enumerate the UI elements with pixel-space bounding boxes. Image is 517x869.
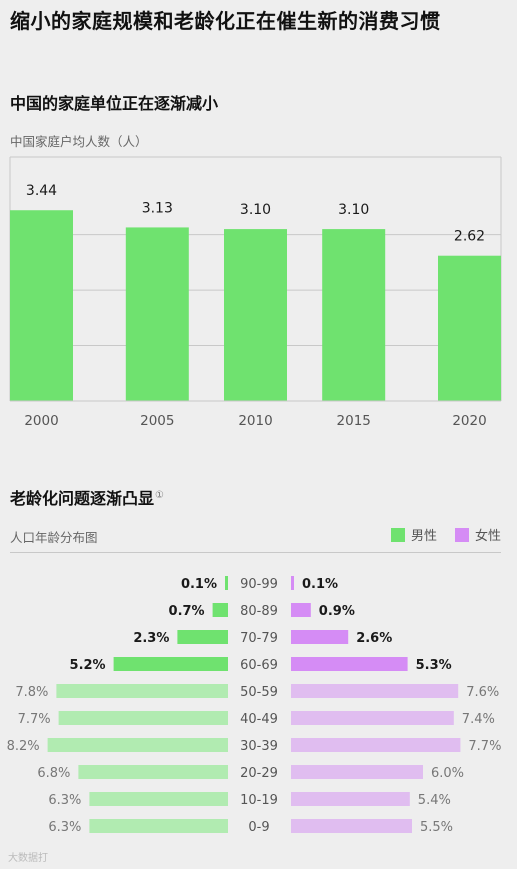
female-bar-70-79 xyxy=(291,630,349,644)
female-bar-40-49 xyxy=(291,711,454,725)
female-value-label: 0.1% xyxy=(302,577,338,592)
male-value-label: 8.2% xyxy=(7,739,40,754)
female-bar-90-99 xyxy=(291,576,294,590)
female-bar-10-19 xyxy=(291,792,410,806)
male-value-label: 0.7% xyxy=(169,604,205,619)
page-title: 缩小的家庭规模和老龄化正在催生新的消费习惯 xyxy=(10,9,441,33)
male-bar-60-69 xyxy=(113,657,228,671)
male-bar-50-59 xyxy=(56,684,229,698)
male-bar-80-89 xyxy=(212,603,228,617)
pyramid-legend: 男性 女性 xyxy=(390,525,501,544)
female-value-label: 0.9% xyxy=(319,604,355,619)
bar-value-label: 3.13 xyxy=(142,200,173,216)
age-group-label: 70-79 xyxy=(240,631,278,646)
age-group-label: 10-19 xyxy=(240,793,278,808)
male-value-label: 7.7% xyxy=(18,712,51,727)
age-group-label: 90-99 xyxy=(240,577,278,592)
bar-2005 xyxy=(125,227,189,401)
male-value-label: 5.2% xyxy=(70,658,106,673)
female-bar-50-59 xyxy=(291,684,459,698)
legend-divider xyxy=(10,552,501,553)
male-value-label: 0.1% xyxy=(181,577,217,592)
female-value-label: 5.4% xyxy=(418,793,451,808)
female-value-label: 7.7% xyxy=(468,739,501,754)
female-bar-20-29 xyxy=(291,765,423,779)
male-value-label: 6.3% xyxy=(48,820,81,835)
bar-2020 xyxy=(438,255,501,401)
male-value-label: 7.8% xyxy=(15,685,48,700)
household-section-title: 中国的家庭单位正在逐渐减小 xyxy=(10,94,219,113)
female-value-label: 5.5% xyxy=(420,820,453,835)
age-group-label: 0-9 xyxy=(248,820,269,835)
legend-male-swatch xyxy=(390,527,405,542)
bar-2015 xyxy=(322,229,386,401)
female-value-label: 7.6% xyxy=(466,685,499,700)
female-bar-80-89 xyxy=(291,603,311,617)
pyramid-chart-subtitle: 人口年龄分布图 xyxy=(10,530,98,545)
bar-value-label: 3.10 xyxy=(240,202,271,218)
female-value-label: 6.0% xyxy=(431,766,464,781)
age-group-label: 60-69 xyxy=(240,658,278,673)
watermark: 大数据打 xyxy=(8,853,48,864)
footnote-mark: ① xyxy=(155,489,164,501)
household-chart-subtitle: 中国家庭户均人数（人） xyxy=(10,134,148,149)
bar-value-label: 2.62 xyxy=(454,229,485,245)
age-group-label: 40-49 xyxy=(240,712,278,727)
male-bar-40-49 xyxy=(58,711,228,725)
male-bar-70-79 xyxy=(177,630,228,644)
x-tick-label: 2020 xyxy=(452,413,486,429)
bar-value-label: 3.44 xyxy=(26,183,57,199)
age-group-label: 80-89 xyxy=(240,604,278,619)
x-tick-label: 2015 xyxy=(337,413,371,429)
age-group-label: 50-59 xyxy=(240,685,278,700)
female-bar-30-39 xyxy=(291,738,461,752)
bar-2010 xyxy=(224,229,287,401)
female-value-label: 5.3% xyxy=(416,658,452,673)
household-size-bar-chart: 3.44 2000 3.13 2005 3.10 2010 3.10 2015 2.62 2020 xyxy=(9,156,502,429)
age-group-label: 20-29 xyxy=(240,766,278,781)
female-value-label: 7.4% xyxy=(462,712,495,727)
female-value-label: 2.6% xyxy=(356,631,392,646)
x-tick-label: 2010 xyxy=(238,413,272,429)
x-tick-label: 2000 xyxy=(24,413,58,429)
bar-2000 xyxy=(10,210,73,401)
male-bar-0-9 xyxy=(89,819,229,833)
bar-value-label: 3.10 xyxy=(338,202,369,218)
male-bar-10-19 xyxy=(89,792,229,806)
female-bar-0-9 xyxy=(291,819,412,833)
male-bar-30-39 xyxy=(47,738,228,752)
aging-section-title: 老龄化问题逐渐凸显① xyxy=(10,485,164,509)
male-bar-90-99 xyxy=(225,576,228,590)
aging-section-title-text: 老龄化问题逐渐凸显 xyxy=(10,489,155,508)
male-value-label: 2.3% xyxy=(133,631,169,646)
age-group-label: 30-39 xyxy=(240,739,278,754)
male-bar-20-29 xyxy=(78,765,229,779)
legend-female-label: 女性 xyxy=(474,529,501,544)
x-tick-label: 2005 xyxy=(140,413,174,429)
female-bar-60-69 xyxy=(291,657,408,671)
male-value-label: 6.3% xyxy=(48,793,81,808)
legend-male-label: 男性 xyxy=(410,529,437,544)
legend-female-swatch xyxy=(454,527,469,542)
male-value-label: 6.8% xyxy=(37,766,70,781)
